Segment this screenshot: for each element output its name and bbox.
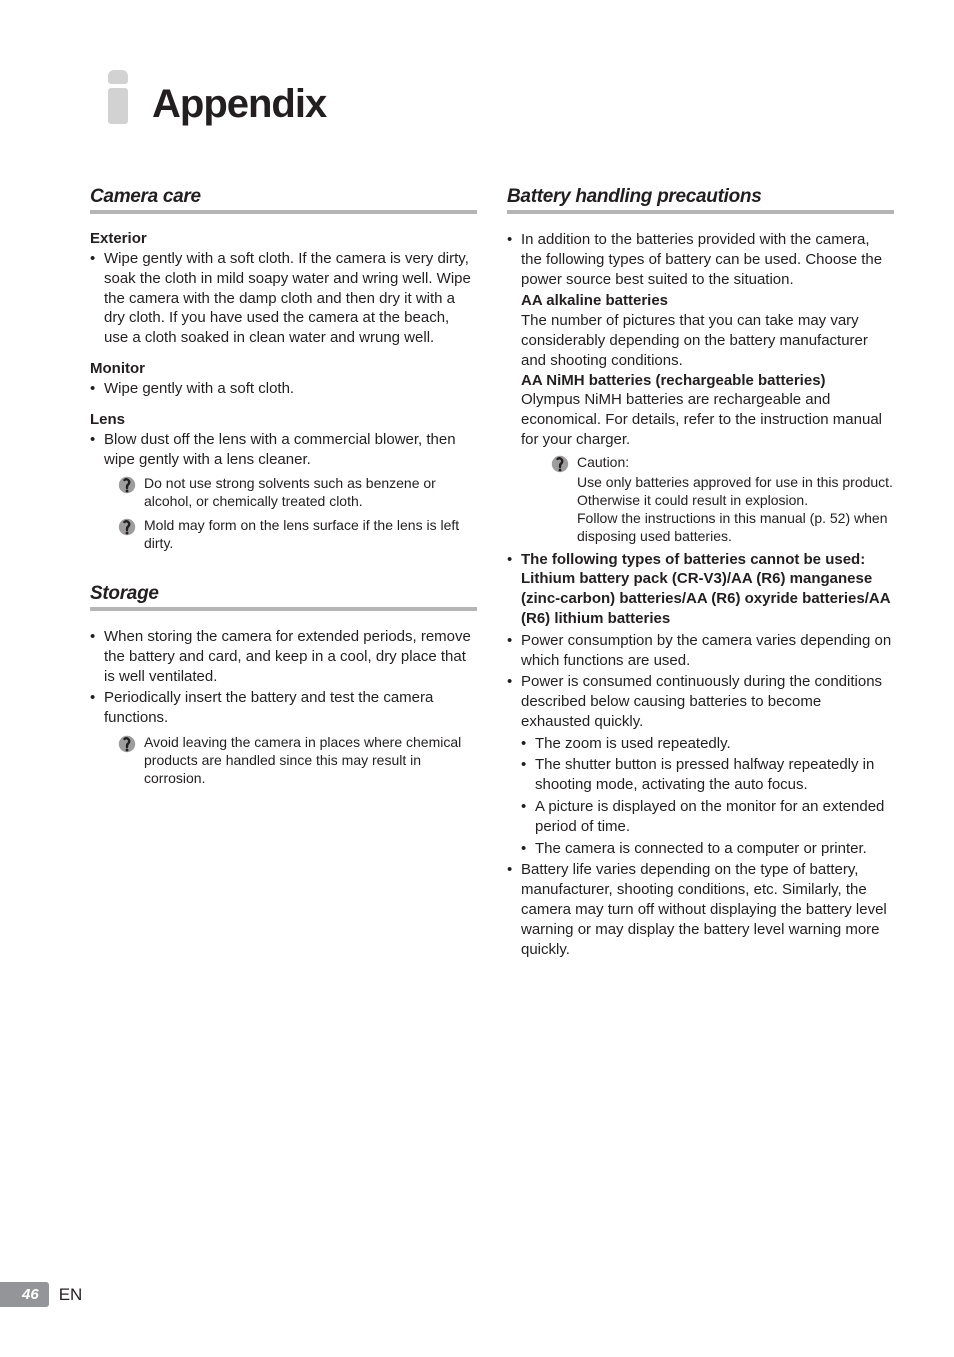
right-column: Battery handling precautions In addition… (507, 186, 894, 961)
note-text: Mold may form on the lens surface if the… (144, 517, 477, 553)
list-item: Power consumption by the camera varies d… (507, 631, 894, 671)
note-row: Avoid leaving the camera in places where… (90, 734, 477, 788)
list-item: Blow dust off the lens with a commercial… (90, 430, 477, 470)
caution-line: Follow the instructions in this manual (… (551, 509, 894, 545)
note-text: Do not use strong solvents such as benze… (144, 475, 477, 511)
note-text: Avoid leaving the camera in places where… (144, 734, 477, 788)
caution-block: Caution: Use only batteries approved for… (521, 454, 894, 546)
subhead-lens: Lens (90, 411, 477, 428)
intro-text: In addition to the batteries provided wi… (521, 231, 882, 288)
continuous-text: Power is consumed continuously during th… (521, 673, 882, 730)
note-row: Mold may form on the lens surface if the… (90, 517, 477, 553)
list-lens: Blow dust off the lens with a commercial… (90, 430, 477, 470)
page-number-badge: 46 (0, 1282, 49, 1307)
cannot-use-label: The following types of batteries cannot … (521, 551, 865, 568)
chapter-title: Appendix (152, 82, 326, 127)
list-monitor: Wipe gently with a soft cloth. (90, 379, 477, 399)
list-item: When storing the camera for extended per… (90, 627, 477, 686)
subhead-monitor: Monitor (90, 360, 477, 377)
aa-nimh-text: Olympus NiMH batteries are rechargeable … (521, 390, 894, 449)
list-exterior: Wipe gently with a soft cloth. If the ca… (90, 249, 477, 348)
caution-icon (118, 476, 138, 494)
list-battery: In addition to the batteries provided wi… (507, 230, 894, 959)
sub-list-item: The zoom is used repeatedly. (521, 734, 894, 754)
page-language: EN (59, 1285, 83, 1305)
aa-alkaline-label: AA alkaline batteries (521, 291, 894, 311)
sub-list-item: A picture is displayed on the monitor fo… (521, 797, 894, 837)
caution-line: Use only batteries approved for use in t… (551, 473, 894, 509)
section-heading-battery: Battery handling precautions (507, 186, 894, 214)
list-item: Periodically insert the battery and test… (90, 688, 477, 728)
sub-list: The zoom is used repeatedly. The shutter… (521, 734, 894, 859)
two-column-layout: Camera care Exterior Wipe gently with a … (90, 186, 894, 961)
sub-list-item: The camera is connected to a computer or… (521, 839, 894, 859)
left-column: Camera care Exterior Wipe gently with a … (90, 186, 477, 961)
page-content: Appendix Camera care Exterior Wipe gentl… (0, 0, 954, 961)
list-item: Power is consumed continuously during th… (507, 672, 894, 858)
caution-icon (118, 518, 138, 536)
caution-icon (551, 455, 571, 473)
aa-alkaline-text: The number of pictures that you can take… (521, 311, 894, 370)
section-heading-storage: Storage (90, 583, 477, 611)
info-icon (90, 70, 158, 138)
caution-label: Caution: (577, 454, 629, 472)
list-item: The following types of batteries cannot … (507, 550, 894, 629)
list-item: Wipe gently with a soft cloth. If the ca… (90, 249, 477, 348)
caution-icon (118, 735, 138, 753)
chapter-header: Appendix (90, 70, 894, 138)
list-item: Battery life varies depending on the typ… (507, 860, 894, 959)
sub-list-item: The shutter button is pressed halfway re… (521, 755, 894, 795)
section-heading-camera-care: Camera care (90, 186, 477, 214)
page-footer: 46 EN (0, 1282, 82, 1307)
list-item: In addition to the batteries provided wi… (507, 230, 894, 546)
aa-nimh-label: AA NiMH batteries (rechargeable batterie… (521, 371, 894, 391)
cannot-use-list: Lithium battery pack (CR-V3)/AA (R6) man… (521, 569, 894, 628)
list-item: Wipe gently with a soft cloth. (90, 379, 477, 399)
subhead-exterior: Exterior (90, 230, 477, 247)
note-row: Do not use strong solvents such as benze… (90, 475, 477, 511)
list-storage: When storing the camera for extended per… (90, 627, 477, 728)
